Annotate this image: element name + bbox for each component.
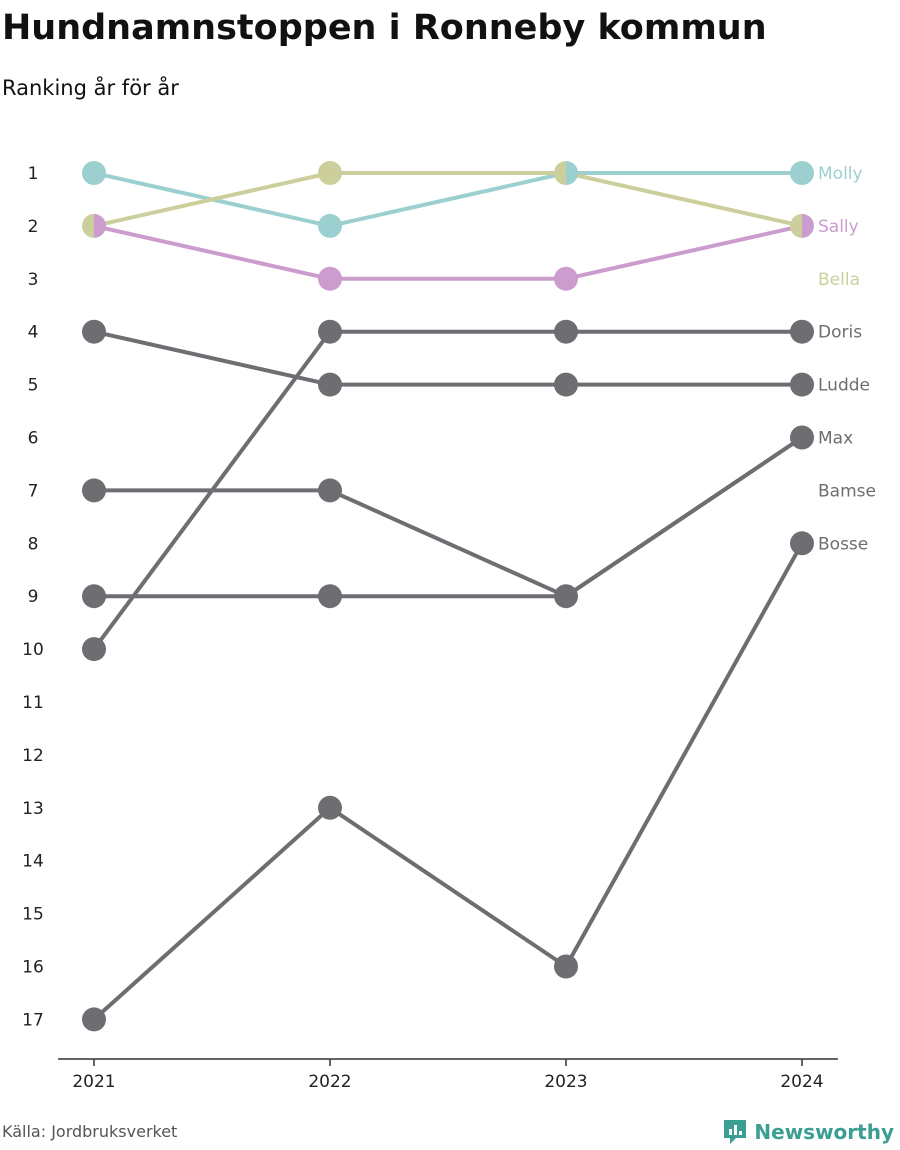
- end-label-bosse: Bosse: [818, 534, 868, 554]
- dot-2021-rank-2-bella: [82, 213, 94, 238]
- end-label-sally: Sally: [818, 217, 859, 237]
- line-bella: [93, 171, 803, 228]
- dot-2021-rank-10: [82, 637, 106, 662]
- y-tick-9: 9: [28, 587, 39, 607]
- dot-2024-rank-4: [790, 319, 814, 344]
- end-labels: Molly Sally Bella Doris Ludde Max Bamse Bosse: [818, 164, 876, 554]
- dot-2021-rank-2-sally: [94, 213, 107, 238]
- dot-2023-rank-1-bella: [554, 161, 566, 185]
- source-note: Källa: Jordbruksverket: [2, 1122, 178, 1141]
- series-dots: [82, 161, 814, 1032]
- dot-2022-rank-4: [318, 319, 342, 344]
- y-tick-1: 1: [28, 164, 39, 184]
- dot-2024-rank-8: [790, 531, 814, 556]
- line-sally: [93, 223, 803, 281]
- dot-2023-rank-16: [554, 954, 578, 979]
- dot-2022-rank-5: [318, 372, 342, 397]
- end-label-bamse: Bamse: [818, 481, 876, 501]
- end-label-max: Max: [818, 429, 853, 449]
- line-molly: [93, 171, 802, 228]
- dot-2023-rank-9: [554, 584, 578, 609]
- dot-2024-rank-1: [790, 161, 814, 185]
- series-lines: [92, 171, 804, 1021]
- y-tick-2: 2: [28, 217, 39, 237]
- y-tick-17: 17: [22, 1010, 44, 1030]
- chart-title: Hundnamnstoppen i Ronneby kommun: [2, 8, 767, 48]
- dot-2023-rank-5: [554, 372, 578, 397]
- y-tick-6: 6: [28, 429, 39, 449]
- dot-2024-rank-6: [790, 425, 814, 450]
- dot-2022-rank-3: [318, 266, 342, 291]
- end-label-ludde: Ludde: [818, 376, 870, 396]
- dot-2022-rank-1: [318, 161, 342, 185]
- y-tick-12: 12: [22, 746, 44, 766]
- dot-2023-rank-3: [554, 266, 578, 291]
- dot-2024-rank-5: [790, 372, 814, 397]
- line-bamse: [94, 435, 804, 599]
- x-tick-2024: 2024: [780, 1072, 823, 1092]
- y-tick-13: 13: [22, 799, 44, 819]
- end-label-bella: Bella: [818, 270, 860, 290]
- end-label-molly: Molly: [818, 164, 863, 184]
- dot-2022-rank-7: [318, 478, 342, 503]
- dot-2022-rank-2: [318, 213, 342, 238]
- dot-2023-rank-4: [554, 319, 578, 344]
- dot-2021-rank-4: [82, 319, 106, 344]
- dot-2022-rank-9: [318, 584, 342, 609]
- brand-logo: Newsworthy: [722, 1118, 894, 1146]
- y-tick-5: 5: [28, 376, 39, 396]
- dot-2024-rank-2-sally: [802, 213, 814, 238]
- dot-2021-rank-7: [82, 478, 106, 503]
- x-tick-2023: 2023: [544, 1072, 587, 1092]
- dot-2022-rank-13: [318, 795, 342, 820]
- x-axis-ticks: 2021 2022 2023 2024: [72, 1059, 824, 1092]
- line-doris: [93, 329, 802, 387]
- dot-2021-rank-1: [82, 161, 106, 185]
- x-tick-2022: 2022: [308, 1072, 351, 1092]
- dot-2023-rank-1-molly: [566, 161, 578, 185]
- line-max: [94, 435, 804, 599]
- brand-name: Newsworthy: [754, 1120, 894, 1144]
- y-tick-10: 10: [22, 640, 44, 660]
- dot-2024-rank-2-bella: [790, 213, 802, 238]
- y-tick-7: 7: [28, 481, 39, 501]
- y-tick-3: 3: [28, 270, 39, 290]
- newsworthy-logo-icon: [724, 1120, 747, 1144]
- end-label-doris: Doris: [818, 323, 862, 343]
- y-tick-4: 4: [28, 323, 39, 343]
- y-tick-14: 14: [22, 852, 44, 872]
- dot-2021-rank-17: [82, 1007, 106, 1032]
- y-tick-15: 15: [22, 905, 44, 925]
- y-tick-16: 16: [22, 958, 44, 978]
- x-tick-2021: 2021: [72, 1072, 115, 1092]
- chart-subtitle: Ranking år för år: [2, 76, 179, 100]
- y-tick-11: 11: [22, 693, 44, 713]
- line-bosse: [92, 542, 804, 1021]
- y-tick-8: 8: [28, 534, 39, 554]
- dot-2021-rank-9: [82, 584, 106, 609]
